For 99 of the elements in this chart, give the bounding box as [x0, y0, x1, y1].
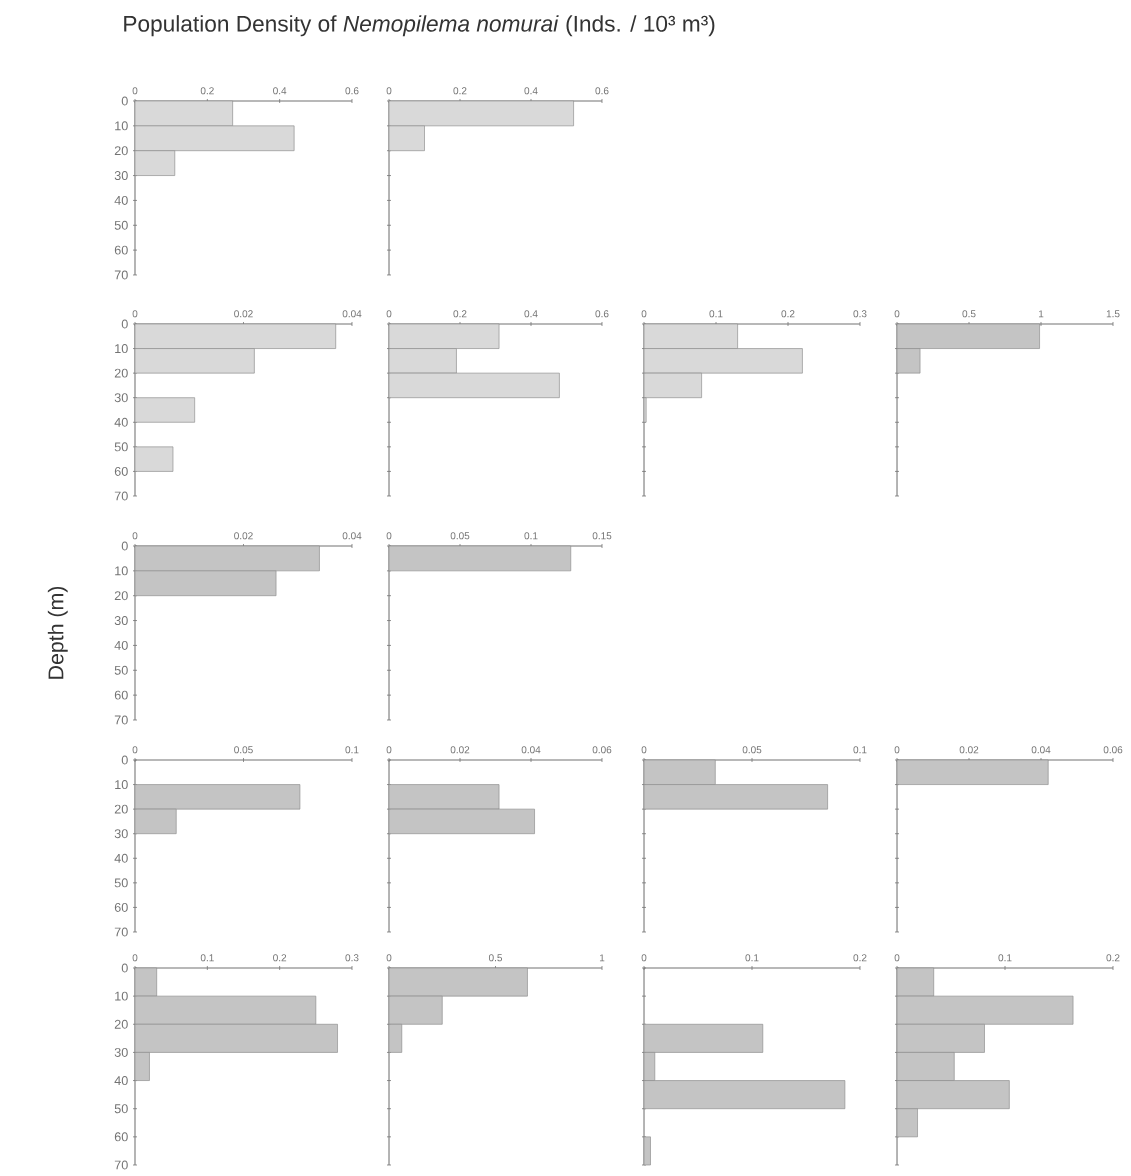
y-tick-label: 20	[114, 368, 128, 378]
y-tick-label: 60	[114, 902, 128, 912]
x-tick-label: 0.2	[273, 954, 287, 962]
y-tick-label: 20	[114, 804, 128, 814]
y-tick-label: 70	[114, 1160, 128, 1170]
y-tick-label: 70	[114, 715, 128, 725]
x-tick-label: 0.1	[745, 954, 759, 962]
x-tick-label: 0	[132, 87, 138, 95]
text: Population Density of Nemopilema nomurai (Inds. / 10³ m³)	[124, 15, 715, 37]
y-tick-label: 60	[114, 466, 128, 476]
x-tick-label: 0.2	[453, 87, 467, 95]
y-tick-label: 0	[121, 755, 128, 765]
x-tick-label: 0.3	[345, 954, 359, 962]
x-tick-label: 0.06	[1103, 746, 1123, 754]
x-tick-label: 0.02	[959, 746, 979, 754]
x-tick-label: 0	[132, 954, 138, 962]
x-tick-label: 0	[386, 87, 392, 95]
x-tick-label: 0.2	[781, 310, 795, 318]
y-tick-label: 70	[114, 927, 128, 937]
x-tick-label: 0.02	[450, 746, 470, 754]
x-tick-label: 0.1	[524, 532, 538, 540]
x-tick-label: 0.1	[998, 954, 1012, 962]
x-tick-label: 0.15	[592, 532, 612, 540]
y-tick-label: 30	[114, 393, 128, 403]
x-tick-label: 0	[386, 310, 392, 318]
y-tick-label: 0	[121, 963, 128, 973]
x-tick-label: 0	[386, 954, 392, 962]
y-tick-label: 10	[115, 344, 128, 354]
y-tick-label: 0	[121, 319, 128, 329]
x-tick-label: 0.4	[524, 87, 538, 95]
x-tick-label: 0.1	[853, 746, 867, 754]
y-tick-label: 10	[115, 780, 128, 790]
x-tick-label: 0.1	[709, 310, 723, 318]
x-tick-label: 0.04	[1031, 746, 1051, 754]
x-tick-label: 1	[599, 954, 605, 962]
x-tick-label: 0.4	[273, 87, 287, 95]
y-tick-label: 30	[114, 829, 128, 839]
x-tick-label: 0.02	[234, 532, 253, 540]
x-tick-label: 1.5	[1106, 310, 1120, 318]
y-tick-label: 60	[114, 245, 128, 255]
y-axis-title: Depth (m)	[47, 586, 68, 679]
x-tick-label: 0	[386, 532, 392, 540]
x-tick-label: 0	[894, 310, 900, 318]
y-tick-label: 30	[114, 616, 128, 626]
y-tick-label: 50	[114, 220, 128, 230]
y-tick-label: 50	[114, 442, 128, 452]
y-tick-label: 40	[114, 853, 128, 863]
y-tick-label: 60	[114, 690, 128, 700]
x-tick-label: 0.02	[234, 310, 253, 318]
x-tick-label: 0	[641, 310, 647, 318]
y-tick-label: 10	[115, 121, 128, 131]
x-tick-label: 0	[894, 954, 900, 962]
x-tick-label: 0.05	[450, 532, 470, 540]
y-tick-label: 20	[114, 1019, 128, 1029]
x-tick-label: 0.5	[962, 310, 976, 318]
y-tick-label: 10	[115, 566, 128, 576]
x-tick-label: 0.04	[342, 532, 362, 540]
x-tick-label: 0.4	[524, 310, 538, 318]
y-tick-label: 50	[114, 878, 128, 888]
y-tick-label: 30	[114, 1047, 128, 1057]
x-tick-label: 0	[641, 746, 647, 754]
x-tick-label: 0.06	[592, 746, 612, 754]
y-tick-label: 50	[114, 1104, 128, 1114]
x-tick-label: 0	[132, 532, 138, 540]
y-tick-label: 0	[121, 96, 128, 106]
x-tick-label: 0.1	[200, 954, 214, 962]
y-tick-label: 20	[114, 146, 128, 156]
x-tick-label: 0.05	[742, 746, 762, 754]
x-tick-label: 0.1	[345, 746, 359, 754]
y-tick-label: 0	[121, 541, 128, 551]
x-tick-label: 0.04	[521, 746, 541, 754]
x-tick-label: 0	[132, 746, 138, 754]
x-tick-label: 0.6	[595, 310, 609, 318]
y-tick-label: 70	[114, 270, 128, 280]
x-tick-label: 0.5	[488, 954, 503, 962]
y-tick-label: 40	[114, 640, 128, 650]
y-tick-label: 40	[114, 195, 128, 205]
y-tick-label: 70	[114, 491, 128, 501]
x-tick-label: 0.2	[853, 954, 867, 962]
x-tick-label: 0.6	[595, 87, 609, 95]
x-tick-label: 0.05	[234, 746, 253, 754]
y-tick-label: 60	[114, 1132, 128, 1142]
x-tick-label: 0	[894, 746, 900, 754]
x-tick-label: 0.2	[200, 87, 214, 95]
x-tick-label: 0	[641, 954, 647, 962]
y-tick-label: 10	[115, 991, 128, 1001]
y-tick-label: 40	[114, 417, 128, 427]
x-tick-label: 0.2	[453, 310, 467, 318]
x-tick-label: 0	[132, 310, 138, 318]
y-tick-label: 50	[114, 665, 128, 675]
y-tick-label: 20	[114, 591, 128, 601]
x-tick-label: 0	[386, 746, 392, 754]
x-tick-label: 0.6	[345, 87, 359, 95]
x-tick-label: 0.3	[853, 310, 867, 318]
x-tick-label: 1	[1038, 310, 1044, 318]
y-tick-label: 30	[114, 171, 128, 181]
x-tick-label: 0.04	[342, 310, 362, 318]
x-tick-label: 0.2	[1106, 954, 1120, 962]
y-tick-label: 40	[114, 1076, 128, 1086]
